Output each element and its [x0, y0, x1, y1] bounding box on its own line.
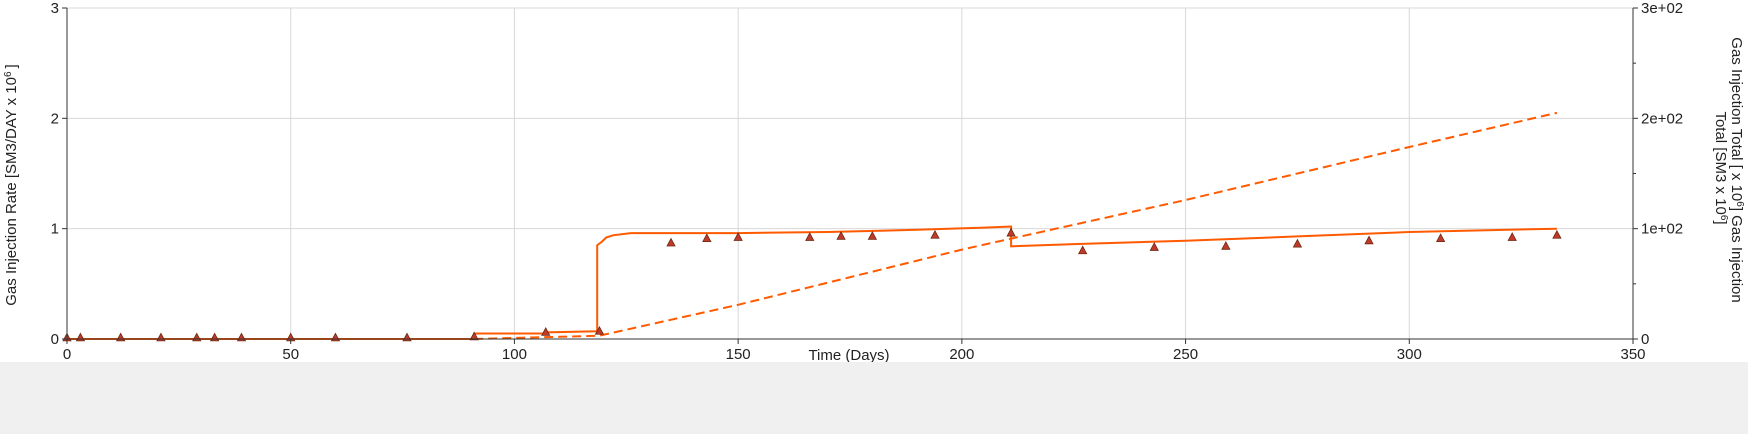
right-axis-title-1-main: Gas Injection Total [ x 10	[1728, 37, 1745, 201]
left-axis-title-exponent: 6	[3, 71, 14, 77]
x-tick-label: 300	[1397, 346, 1422, 362]
x-tick-label: 0	[63, 346, 71, 362]
observed-marker	[330, 332, 341, 342]
y-left-tick-label: 0	[51, 331, 59, 348]
grid-lines	[67, 7, 1634, 339]
observed-marker	[836, 231, 846, 240]
observed-marker	[236, 332, 247, 342]
x-tick-label: 200	[949, 346, 974, 362]
gas-injection-chart: 0 50 100 150 200 250 300 350012301e+022e+023e+0…	[3, 0, 1746, 362]
tick-labels: 0 50 100 150 200 250 300 350012301e+022e+023e+0…	[51, 0, 1683, 362]
observed-marker	[209, 332, 220, 342]
right-axis-title-line-1: Gas Injection Total [ x 106] Gas Injecti…	[1728, 37, 1746, 302]
observed-marker	[192, 332, 202, 342]
observed-marker	[1435, 233, 1446, 242]
observed-marker	[805, 232, 815, 241]
x-tick-label: 150	[726, 346, 751, 362]
status-strip	[0, 362, 1748, 434]
observed-marker	[1077, 245, 1088, 255]
x-tick-label: 250	[1173, 346, 1198, 362]
observed-marker	[541, 327, 551, 336]
y-right-tick-label: 3e+02	[1641, 0, 1683, 17]
cumulative-total-line	[474, 111, 1558, 340]
observed-marker	[867, 231, 878, 240]
series-layer	[62, 111, 1562, 342]
observed-marker	[1006, 227, 1016, 237]
observed-marker	[1292, 238, 1303, 248]
axes	[62, 7, 1638, 344]
y-left-tick-label: 2	[51, 110, 59, 127]
observed-marker	[402, 332, 412, 342]
observed-marker	[156, 332, 166, 342]
y-right-tick-label: 2e+02	[1641, 110, 1683, 127]
y-left-tick-label: 1	[51, 221, 59, 238]
y-left-tick-label: 3	[51, 0, 59, 17]
right-axis-title-2-main: Total [SM3 x 10	[1712, 111, 1729, 214]
y-right-tick-label: 1e+02	[1641, 221, 1683, 238]
chart-panel: 0 50 100 150 200 250 300 350 0 1 2 3 0 1e+02 2e+02 3e+0…	[0, 0, 1748, 362]
observed-marker	[930, 229, 940, 239]
x-tick-label: 350	[1620, 346, 1645, 362]
observed-marker	[75, 332, 86, 342]
right-axis-title-1-end: ] Gas Injection	[1728, 207, 1745, 303]
x-tick-label: 100	[502, 346, 527, 362]
y-right-tick-label: 0	[1641, 331, 1649, 348]
observed-marker	[116, 332, 126, 342]
observed-marker	[594, 325, 605, 335]
observed-marker	[666, 237, 676, 247]
observed-marker	[1221, 240, 1231, 250]
right-axis-title-line-2: Total [SM3 x 106]	[1712, 111, 1730, 224]
observed-marker	[1364, 235, 1374, 245]
observed-marker	[1552, 229, 1562, 239]
left-axis-title: Gas Injection Rate [SM3/DAY x 106]	[3, 64, 21, 305]
observed-marker	[733, 232, 743, 241]
observed-marker	[702, 233, 712, 242]
right-axis-title-2-exponent: 6	[1719, 215, 1730, 221]
x-axis-title: Time (Days)	[808, 347, 889, 362]
left-axis-title-main: Gas Injection Rate [SM3/DAY x 10	[3, 77, 20, 306]
left-axis-title-end: ]	[3, 64, 20, 68]
x-tick-label: 50	[282, 346, 299, 362]
observed-marker	[1149, 242, 1159, 251]
observed-marker	[469, 331, 479, 341]
observed-marker	[1507, 232, 1517, 241]
right-axis-title-1-exponent: 6	[1735, 201, 1746, 207]
right-axis-title-2-end: ]	[1712, 220, 1729, 224]
